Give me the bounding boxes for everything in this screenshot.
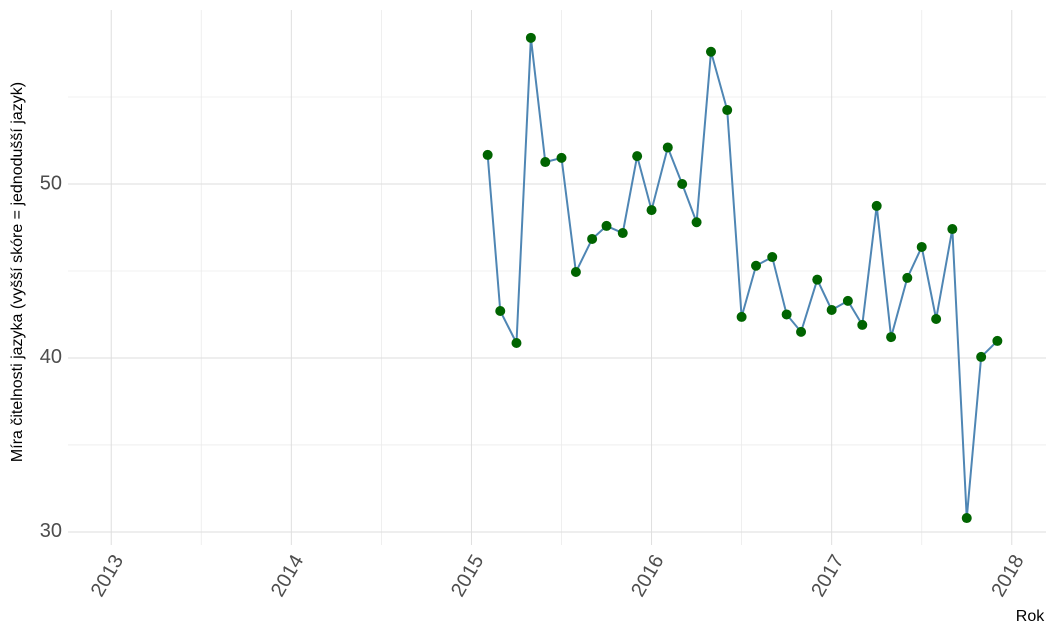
data-point	[857, 319, 868, 330]
data-point	[722, 105, 733, 116]
x-tick-label: 2016	[627, 551, 668, 601]
data-point	[511, 338, 522, 349]
data-point	[495, 305, 506, 316]
data-point	[587, 233, 598, 244]
data-point	[947, 224, 958, 235]
data-point	[677, 178, 688, 189]
data-point	[736, 311, 747, 322]
y-tick-label: 30	[40, 520, 62, 542]
data-point	[751, 260, 762, 271]
data-point	[646, 205, 657, 216]
data-point	[931, 313, 942, 324]
x-axis-label: Rok	[1016, 608, 1045, 625]
data-point	[632, 151, 643, 162]
y-axis-label: Míra čitelnosti jazyka (vyšší skóre = je…	[9, 82, 26, 462]
y-tick-label: 40	[40, 346, 62, 368]
data-point	[525, 32, 536, 43]
data-point	[826, 304, 837, 315]
data-point	[482, 149, 493, 160]
data-point	[976, 351, 987, 362]
x-tick-label: 2015	[447, 551, 488, 601]
data-point	[601, 220, 612, 231]
x-tick-label: 2014	[267, 551, 308, 601]
data-point	[961, 513, 972, 524]
data-point	[691, 217, 702, 228]
data-point	[767, 252, 778, 263]
data-point	[842, 295, 853, 306]
data-point	[556, 152, 567, 163]
x-tick-label: 2013	[87, 551, 128, 601]
data-point	[781, 309, 792, 320]
data-point	[570, 267, 581, 278]
x-tick-label: 2017	[807, 551, 848, 601]
data-point	[540, 157, 551, 168]
data-point	[705, 46, 716, 57]
data-point	[916, 241, 927, 252]
data-point	[992, 335, 1003, 346]
data-point	[902, 272, 913, 283]
data-point	[812, 274, 823, 285]
data-point	[617, 228, 628, 239]
series-line	[486, 37, 999, 519]
x-tick-label: 2018	[987, 551, 1028, 601]
data-point	[886, 332, 897, 343]
data-point	[662, 142, 673, 153]
data-point	[796, 326, 807, 337]
data-point	[871, 200, 882, 211]
y-tick-label: 50	[40, 172, 62, 194]
